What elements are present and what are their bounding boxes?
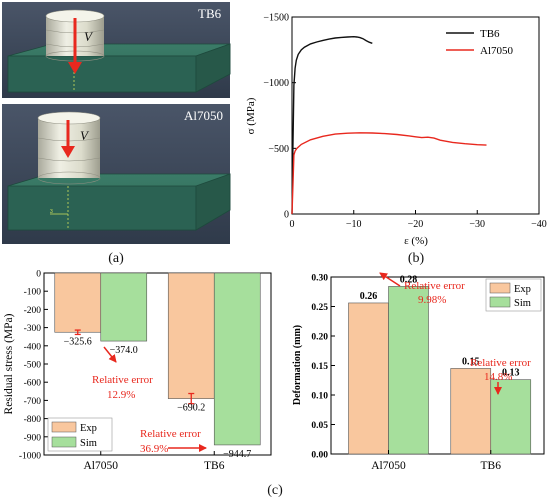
bar-value-label: 0.15 — [462, 356, 480, 367]
y-tick-label: -1000 — [19, 452, 41, 462]
legend-label: Al7050 — [480, 45, 514, 57]
panel-a: V TB6 3 V Al7050 (a) — [2, 2, 231, 266]
relative-error-annotation: Relative error — [404, 280, 465, 292]
bar-value-label: −325.6 — [64, 336, 92, 347]
bar-value-label: −374.0 — [110, 345, 138, 356]
bar-sim — [213, 272, 261, 446]
panel-c-label: (c) — [267, 483, 283, 498]
al7050-model-image: 3 V Al7050 — [2, 104, 231, 244]
y-tick-label: 0.15 — [311, 362, 328, 372]
al7050-image-label: Al7050 — [184, 108, 223, 123]
x-tick-label: −30 — [469, 219, 485, 230]
x-tick-label: −10 — [346, 219, 362, 230]
legend-swatch — [489, 282, 511, 294]
y-tick-label: -400 — [24, 342, 42, 352]
legend-label: Exp — [80, 423, 97, 434]
legend: TB6 Al7050 — [446, 28, 514, 57]
tb6-model-image: V TB6 — [2, 2, 231, 98]
legend-label: Exp — [514, 284, 531, 295]
y-tick-label: -500 — [24, 361, 42, 371]
bar-exp — [450, 368, 492, 455]
y-axis-label: Deformation (mm) — [292, 325, 303, 405]
y-tick-label: −1000 — [263, 78, 289, 89]
bar-value-label: −690.2 — [177, 403, 205, 414]
deformation-chart: 0.00 0.05 0.10 0.15 0.20 0.25 0.30 Al7050 TB6 0.… — [292, 272, 545, 472]
bar-exp — [348, 302, 389, 455]
relative-error-annotation: Relative error — [92, 374, 153, 386]
y-tick-label: 0.30 — [311, 274, 328, 284]
legend-label: Sim — [514, 298, 531, 309]
y-tick-label: -200 — [24, 306, 42, 316]
y-tick-label: −500 — [268, 144, 289, 155]
y-tick-label: 0.05 — [311, 421, 328, 431]
y-tick-label: 0 — [284, 210, 289, 221]
panel-a-label: (a) — [108, 251, 124, 266]
y-tick-label: 0.25 — [311, 303, 328, 313]
y-tick-label: -100 — [24, 288, 42, 298]
legend-label: TB6 — [480, 28, 500, 40]
bar-exp — [167, 272, 215, 399]
legend-swatch — [51, 421, 77, 433]
series-line-tb6 — [291, 35, 373, 215]
legend-swatch — [51, 436, 77, 448]
y-tick-label: −1500 — [263, 13, 289, 24]
x-axis-label: ε (%) — [404, 235, 428, 247]
velocity-label: V — [80, 128, 90, 143]
bar-value-label: 0.13 — [502, 368, 520, 379]
y-tick-label: 0.00 — [311, 451, 328, 461]
legend-label: Sim — [80, 438, 97, 449]
relative-error-value: 36.9% — [140, 443, 168, 455]
series-line-al7050 — [291, 132, 487, 215]
relative-error-annotation: Relative error — [470, 357, 531, 369]
x-tick-label: −40 — [531, 219, 547, 230]
x-tick-label: 0 — [290, 219, 295, 230]
y-tick-label: -900 — [24, 433, 42, 443]
x-tick-label: −20 — [408, 219, 424, 230]
bar-exp — [54, 272, 102, 333]
relative-error-annotation: Relative error — [140, 428, 201, 440]
tb6-image-label: TB6 — [198, 6, 222, 21]
y-tick-label: 0.20 — [311, 333, 328, 343]
legend: Exp Sim — [485, 278, 542, 312]
y-tick-label: -700 — [24, 397, 42, 407]
category-label: Al7050 — [84, 460, 119, 472]
y-tick-label: -800 — [24, 415, 42, 425]
relative-error-value: 12.9% — [107, 389, 135, 401]
bar-value-label: 0.28 — [400, 274, 418, 285]
residual-stress-chart: 0 -100 -200 -300 -400 -500 -600 -700 -800 -900 -10… — [3, 270, 272, 472]
y-tick-label: -600 — [24, 379, 42, 389]
y-tick-label: 0.10 — [311, 392, 328, 402]
bar-sim — [388, 286, 429, 455]
legend: Exp Sim — [47, 417, 113, 452]
svg-text:3: 3 — [50, 209, 53, 215]
stress-strain-chart: 0 −10 −20 −30 −40 0 −500 −1000 −1500 TB6 Al7050 σ… — [245, 13, 547, 267]
velocity-label: V — [84, 29, 94, 44]
category-label: Al7050 — [371, 460, 406, 472]
y-tick-label: 0 — [36, 270, 41, 280]
bar-value-label: 0.26 — [360, 291, 378, 302]
bar-sim — [490, 379, 532, 455]
legend-swatch — [489, 296, 511, 308]
category-label: TB6 — [481, 460, 502, 472]
y-axis-label: Residual stress (MPa) — [3, 313, 15, 414]
bar-value-label: −944.7 — [223, 449, 251, 460]
relative-error-value: 14.8% — [484, 371, 512, 383]
panel-b-label: (b) — [408, 251, 425, 266]
y-axis-label: σ (MPa) — [245, 97, 257, 134]
bar-sim — [100, 272, 148, 342]
category-label: TB6 — [204, 460, 225, 472]
relative-error-value: 9.98% — [418, 294, 446, 306]
y-tick-label: -300 — [24, 324, 42, 334]
